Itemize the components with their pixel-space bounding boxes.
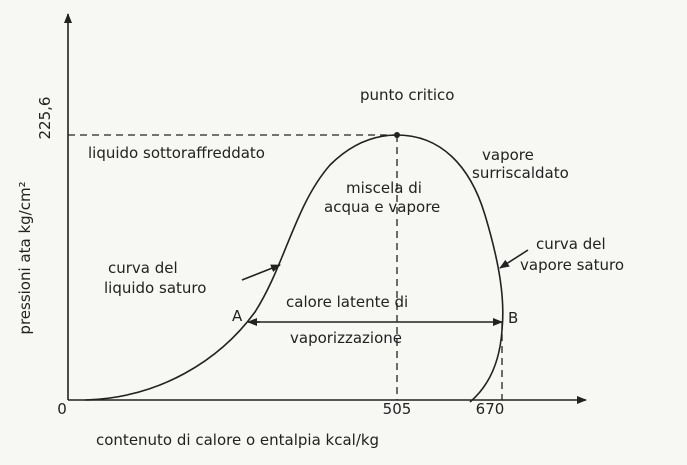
x-axis-label: contenuto di calore o entalpia kcal/kg: [96, 431, 379, 449]
liquid-curve-pointer: [241, 264, 281, 281]
liquid-curve-label: curva del: [108, 259, 178, 277]
critical-point-label: punto critico: [360, 86, 454, 104]
x-tick-label: 670: [476, 400, 505, 418]
y-tick-label: 225,6: [36, 97, 54, 140]
superheated-label: vapore: [482, 146, 534, 164]
point-a-label: A: [232, 307, 243, 325]
y-axis-label: pressioni ata kg/cm²: [16, 181, 34, 334]
vapor-curve-label: curva del: [536, 235, 606, 253]
latent-heat-label: vaporizzazione: [290, 329, 402, 347]
point-b-label: B: [508, 309, 518, 327]
latent-heat-label: calore latente di: [286, 293, 408, 311]
liquid-curve-label: liquido saturo: [104, 279, 206, 297]
vapor-curve-pointer: [499, 249, 529, 269]
critical-point: [394, 132, 400, 138]
x-tick-label: 505: [383, 400, 412, 418]
mixture-label: miscela di: [346, 179, 422, 197]
superheated-label: surriscaldato: [472, 164, 569, 182]
mixture-label: acqua e vapore: [324, 198, 440, 216]
vapor-curve-label: vapore saturo: [520, 256, 624, 274]
subcooled-label: liquido sottoraffreddato: [88, 144, 265, 162]
origin-label: 0: [57, 400, 67, 418]
